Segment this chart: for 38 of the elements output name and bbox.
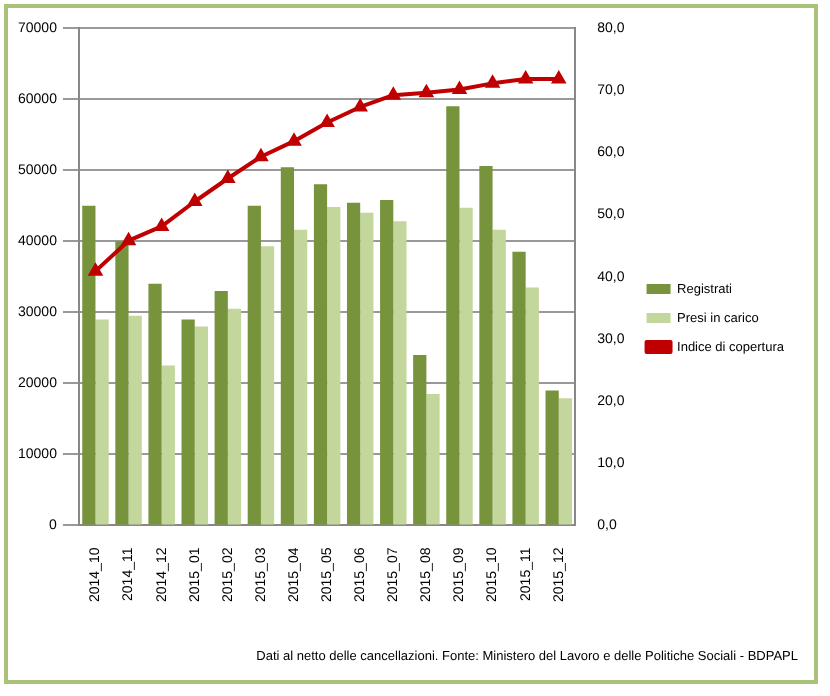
bar: [95, 319, 109, 525]
bar: [446, 106, 460, 525]
point: [221, 171, 235, 183]
point: [552, 71, 566, 84]
bar: [360, 212, 374, 525]
point: [254, 149, 268, 162]
bar: [459, 207, 473, 525]
bar: [82, 205, 96, 525]
bar: [260, 246, 275, 525]
bar: [161, 365, 175, 525]
bar: [512, 251, 526, 525]
bar: [247, 205, 261, 525]
bar: [327, 207, 341, 525]
bar: [479, 165, 493, 525]
bar: [128, 315, 142, 525]
bar: [214, 290, 228, 525]
bar: [346, 202, 361, 525]
point: [320, 115, 334, 128]
bar: [181, 319, 195, 525]
point: [287, 134, 301, 146]
point: [353, 99, 367, 112]
bar: [227, 308, 242, 525]
bar: [393, 221, 407, 525]
bar: [492, 229, 506, 525]
point: [188, 194, 202, 206]
bar: [115, 241, 129, 525]
bar: [525, 287, 539, 525]
bar: [426, 394, 440, 525]
bar: [558, 398, 572, 525]
bar: [194, 326, 208, 525]
bar: [280, 167, 295, 525]
bar: [313, 184, 328, 525]
bar: [413, 354, 427, 525]
bar: [380, 199, 394, 525]
point: [386, 88, 400, 100]
bar: [294, 229, 308, 525]
bar: [545, 390, 559, 525]
bar: [148, 283, 162, 525]
